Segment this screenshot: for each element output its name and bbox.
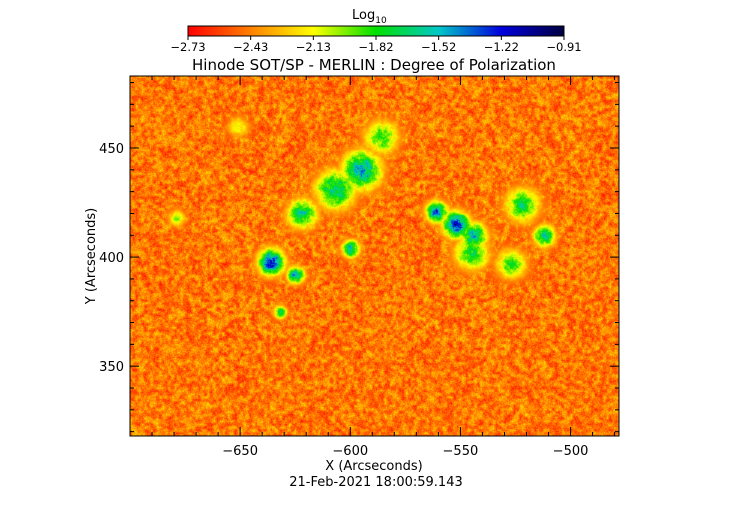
heatmap: [130, 76, 619, 436]
colorbar-tick-label: −0.91: [546, 40, 581, 54]
x-tick-label: −650: [222, 444, 258, 459]
x-axis-ticks: [151, 76, 616, 436]
y-axis-ticks: [130, 82, 619, 433]
y-axis-label: Y (Arcseconds): [84, 208, 99, 305]
x-axis-label: X (Arcseconds): [325, 459, 422, 474]
colorbar-tick-label: −1.82: [358, 40, 393, 54]
colorbar: [187, 25, 565, 37]
x-tick-label: −600: [332, 444, 368, 459]
y-tick-label: 400: [99, 251, 124, 266]
y-tick-label: 350: [99, 360, 124, 375]
y-tick-labels: 350 400 450: [99, 142, 124, 375]
colorbar-tick-label: −2.43: [233, 40, 268, 54]
timestamp: 21-Feb-2021 18:00:59.143: [289, 475, 463, 490]
heatmap-image-wrap: [130, 76, 619, 436]
plot-frame: [129, 75, 620, 437]
colorbar-tick-label: −2.73: [170, 40, 205, 54]
colorbar-tick-labels: −2.73 −2.43 −2.13 −1.82 −1.52 −1.22 −0.91: [170, 40, 581, 54]
x-tick-label: −500: [553, 444, 589, 459]
colorbar-tick-label: −1.22: [484, 40, 519, 54]
colorbar-tick-label: −2.13: [296, 40, 331, 54]
colorbar-label: Log10: [352, 8, 387, 26]
x-tick-label: −550: [443, 444, 479, 459]
y-tick-label: 450: [99, 142, 124, 157]
colorbar-tick-label: −1.52: [421, 40, 456, 54]
colorbar-ticks: [187, 36, 565, 40]
chart-title: Hinode SOT/SP - MERLIN : Degree of Polar…: [192, 56, 556, 74]
x-tick-labels: −650 −600 −550 −500: [222, 444, 588, 459]
